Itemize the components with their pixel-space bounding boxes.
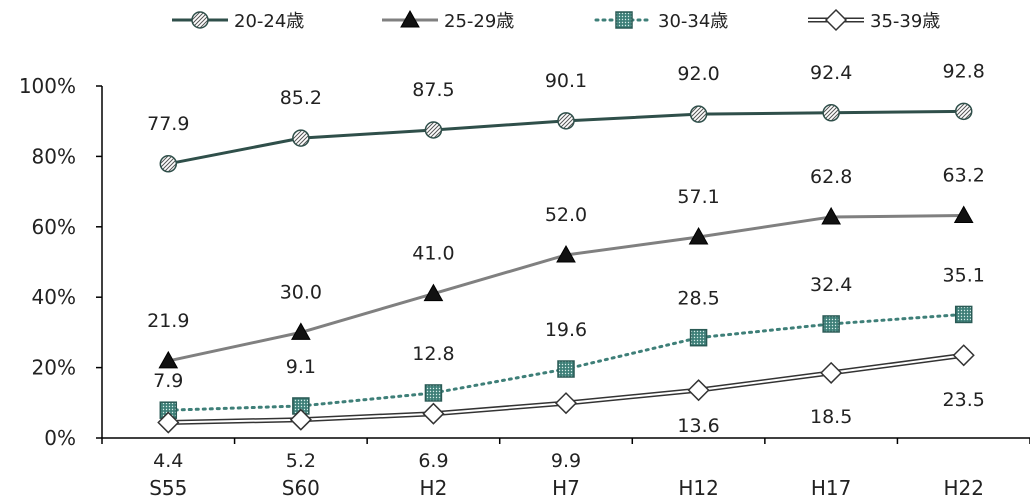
data-label: 32.4: [810, 274, 852, 296]
series-2-point: [424, 384, 443, 402]
data-label: 5.2: [286, 450, 316, 472]
series-3-point: [687, 379, 710, 402]
data-label: 9.9: [551, 450, 581, 472]
series-2-point: [557, 360, 575, 378]
series-3-point: [820, 361, 843, 384]
series-0-point: [822, 104, 840, 122]
legend-marker: [615, 11, 633, 29]
x-tick-label: H12: [678, 476, 719, 500]
data-label: 35.1: [943, 264, 985, 286]
legend-marker: [824, 8, 848, 32]
y-tick-label: 20%: [32, 356, 76, 380]
series-1-point: [688, 226, 709, 245]
data-label: 23.5: [943, 389, 985, 411]
x-tick-label: H7: [552, 476, 580, 500]
data-label: 6.9: [418, 450, 448, 472]
y-tick-label: 40%: [32, 285, 76, 309]
data-label: 21.9: [147, 310, 189, 332]
legend-item: 25-29歳: [382, 9, 514, 32]
series-3-point: [554, 392, 578, 415]
legend-item: 35-39歳: [808, 8, 940, 32]
data-label: 85.2: [280, 87, 322, 109]
legend-item: 30-34歳: [594, 11, 728, 32]
series-1-point: [821, 206, 841, 225]
data-label: 12.8: [412, 343, 454, 365]
x-tick-label: S55: [149, 476, 187, 500]
data-label: 52.0: [545, 204, 587, 226]
x-tick-label: S60: [282, 476, 320, 500]
data-label: 41.0: [412, 243, 454, 265]
series-0-point: [689, 105, 708, 123]
series-0-point: [954, 102, 973, 121]
data-label: 63.2: [943, 165, 985, 187]
data-label: 57.1: [677, 186, 719, 208]
series-1-point: [556, 244, 576, 263]
data-label: 92.0: [677, 63, 719, 85]
axes: 0% 20% 40% 60% 80% 100% S55 S60 H2 H7 H12 H17 H22: [19, 74, 1030, 500]
series-2-point: [822, 315, 840, 333]
series-3-point: [289, 408, 312, 431]
data-label: 13.6: [677, 415, 719, 437]
legend-label: 20-24歳: [234, 11, 304, 32]
data-label: 9.1: [286, 356, 316, 378]
data-label: 77.9: [147, 113, 189, 135]
series-2-point: [689, 328, 708, 347]
legend-label: 25-29歳: [444, 11, 514, 32]
x-tick-label: H22: [943, 476, 984, 500]
data-label: 30.0: [280, 281, 322, 303]
legend-label: 35-39歳: [870, 11, 940, 32]
legend-label: 30-34歳: [658, 11, 728, 32]
data-label: 28.5: [677, 288, 719, 310]
x-tick-label: H17: [811, 476, 852, 500]
series-1-point: [423, 283, 444, 302]
series-0-point: [557, 112, 575, 130]
data-label: 87.5: [412, 79, 454, 101]
series-0-point: [292, 129, 310, 147]
legend: 20-24歳 25-29歳 30-34歳 35-39歳: [172, 8, 940, 32]
series-1-point: [291, 322, 311, 340]
series-3-point: [422, 402, 445, 425]
y-tick-label: 0%: [44, 426, 76, 450]
data-label: 92.8: [943, 60, 985, 82]
series-1-point: [158, 350, 179, 369]
series-markers: [157, 102, 975, 434]
y-tick-label: 80%: [32, 144, 76, 168]
data-labels: 77.9 85.2 87.5 90.1 92.0 92.4 92.8 21.9 30.0 41.0…: [147, 60, 985, 472]
y-tick-label: 60%: [32, 215, 76, 239]
legend-item: 20-24歳: [172, 11, 304, 32]
series-1-point: [953, 205, 974, 224]
data-label: 92.4: [810, 62, 852, 84]
legend-marker: [191, 11, 209, 29]
legend-marker: [400, 9, 420, 28]
data-label: 62.8: [810, 166, 852, 188]
series-0-point: [424, 121, 443, 139]
x-tick-label: H2: [420, 476, 448, 500]
data-label: 7.9: [153, 370, 183, 392]
series-3-point: [952, 344, 975, 367]
data-label: 4.4: [153, 450, 183, 472]
series-2-point: [954, 305, 973, 324]
data-label: 18.5: [810, 406, 852, 428]
data-label: 19.6: [545, 319, 587, 341]
series-0-point: [159, 155, 178, 173]
series-3-point: [157, 411, 180, 434]
y-tick-label: 100%: [19, 74, 76, 98]
data-label: 90.1: [545, 70, 587, 92]
